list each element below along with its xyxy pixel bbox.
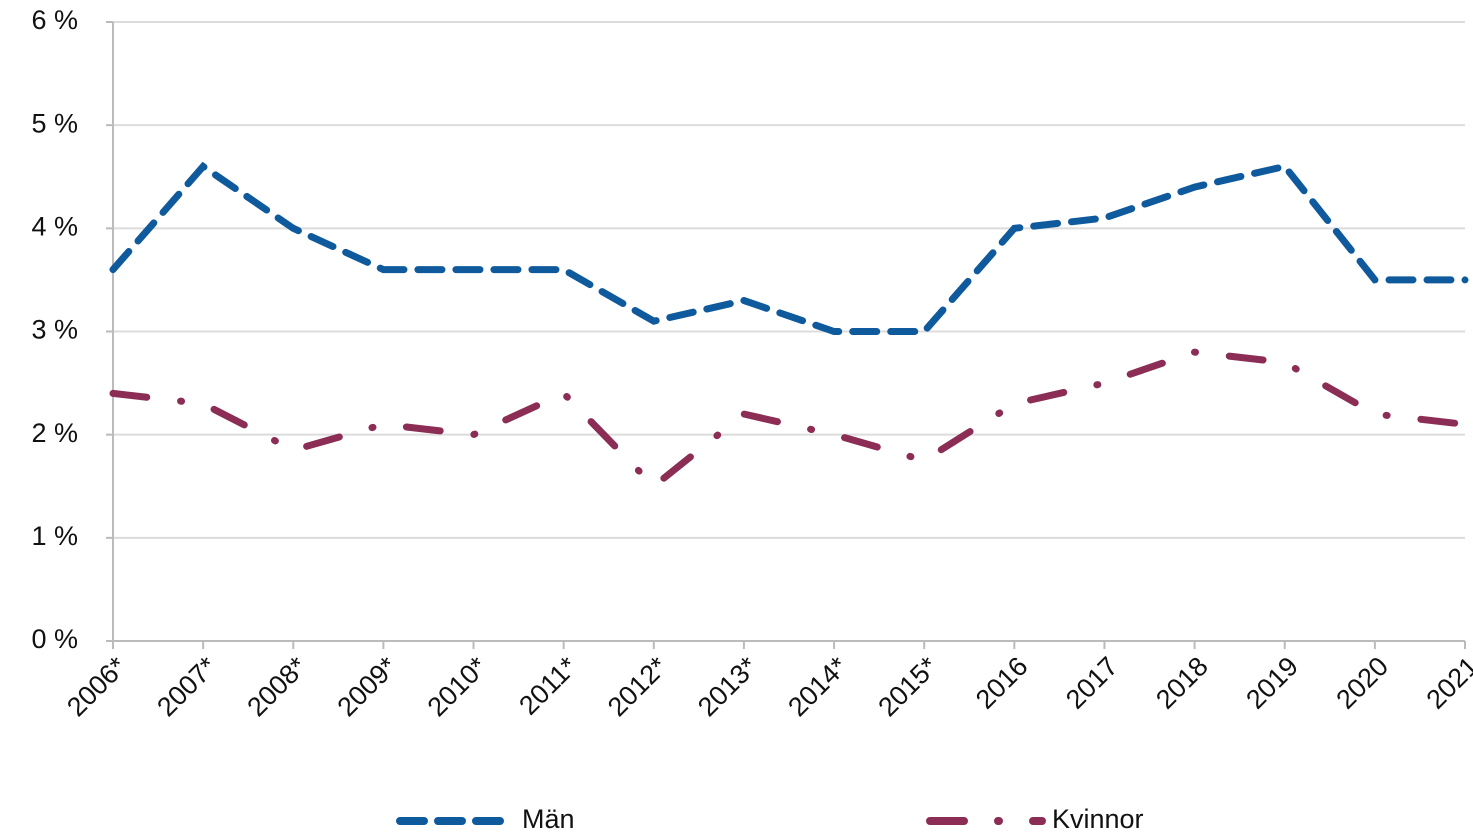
x-tick-label: 2010*	[422, 651, 493, 722]
x-tick-label: 2008*	[241, 651, 312, 722]
legend-label: Kvinnor	[1052, 804, 1144, 834]
y-tick-label: 6 %	[31, 5, 78, 35]
y-tick-label: 1 %	[31, 521, 78, 551]
y-tick-label: 5 %	[31, 108, 78, 138]
y-tick-label: 3 %	[31, 315, 78, 345]
x-tick-label: 2018	[1150, 651, 1214, 715]
x-tick-label: 2017	[1060, 651, 1124, 715]
x-tick-label: 2009*	[332, 651, 403, 722]
y-tick-label: 4 %	[31, 211, 78, 241]
x-tick-label: 2013*	[692, 651, 763, 722]
y-tick-label: 2 %	[31, 418, 78, 448]
legend-label: Män	[522, 804, 575, 834]
series-line	[109, 348, 1469, 491]
x-tick-label: 2020	[1330, 651, 1394, 715]
x-tick-label: 2015*	[872, 651, 943, 722]
x-tick-label: 2014*	[782, 651, 853, 722]
x-tick-label: 2012*	[602, 651, 673, 722]
series-line	[109, 161, 1469, 335]
x-tick-label: 2016	[970, 651, 1034, 715]
x-tick-label: 2006*	[61, 651, 132, 722]
x-tick-label: 2011*	[513, 651, 583, 721]
y-tick-label: 0 %	[31, 624, 78, 654]
x-tick-label: 2021	[1421, 651, 1473, 715]
x-tick-label: 2007*	[151, 651, 222, 722]
x-tick-label: 2019	[1240, 651, 1304, 715]
